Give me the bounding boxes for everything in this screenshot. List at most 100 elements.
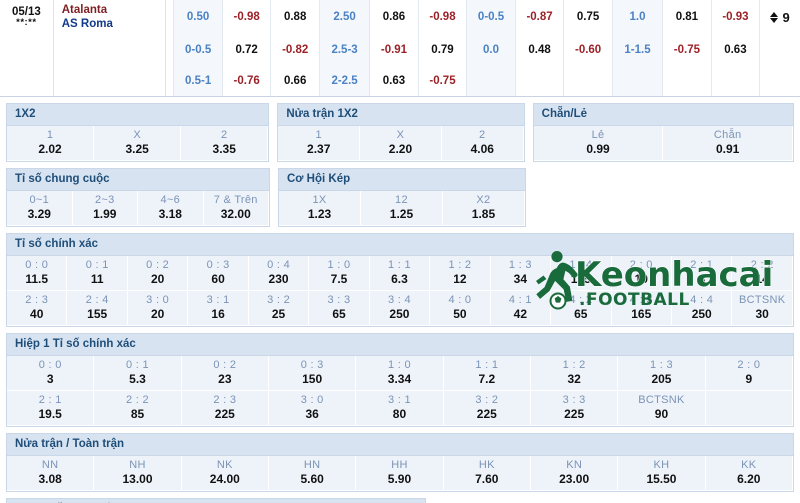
market-option[interactable]: KN 23.00 bbox=[530, 456, 619, 491]
market-option[interactable]: 4 : 4 250 bbox=[671, 291, 733, 326]
market-option[interactable]: 2 4.06 bbox=[441, 126, 524, 161]
market-option[interactable]: 4 : 2 65 bbox=[551, 291, 612, 326]
market-option[interactable]: 0 : 2 23 bbox=[181, 356, 269, 391]
half-handicap-away-odds-r2[interactable]: -0.60 bbox=[564, 34, 613, 65]
market-option[interactable]: 1 2.02 bbox=[7, 126, 95, 161]
market-option[interactable]: Lẻ 0.99 bbox=[533, 126, 664, 161]
market-option[interactable]: BCTSNK 90 bbox=[618, 391, 706, 426]
market-option[interactable]: 3 : 3 225 bbox=[530, 391, 619, 426]
market-option[interactable]: 3 : 1 16 bbox=[188, 291, 249, 326]
half-handicap-home-odds-r1[interactable]: -0.87 bbox=[515, 0, 565, 34]
handicap-away-odds-r2[interactable]: -0.82 bbox=[271, 34, 320, 65]
market-option[interactable]: 0 : 2 20 bbox=[127, 256, 189, 291]
market-option[interactable]: HN 5.60 bbox=[268, 456, 357, 491]
market-option[interactable]: 2 : 1 19.5 bbox=[7, 391, 95, 426]
market-option[interactable]: 1 : 1 6.3 bbox=[369, 256, 431, 291]
market-option[interactable]: 2 : 2 14 bbox=[732, 256, 793, 291]
match-teams[interactable]: Atalanta AS Roma bbox=[53, 0, 166, 34]
total-over-odds-r3[interactable]: 0.63 bbox=[370, 65, 419, 96]
market-option[interactable]: 0 : 4 230 bbox=[248, 256, 310, 291]
total-under-odds-r3[interactable]: -0.75 bbox=[418, 65, 468, 96]
half-handicap-line-r2[interactable]: 0.0 bbox=[467, 34, 516, 65]
half-total-line-r2[interactable]: 1-1.5 bbox=[612, 34, 664, 65]
half-total-under-odds-r1[interactable]: -0.93 bbox=[711, 0, 761, 34]
market-option[interactable]: 2 3.35 bbox=[181, 126, 269, 161]
market-option[interactable]: 3 : 0 20 bbox=[127, 291, 189, 326]
half-total-over-odds-r2[interactable]: -0.75 bbox=[663, 34, 712, 65]
market-option[interactable]: 0 : 0 11.5 bbox=[7, 256, 68, 291]
market-option[interactable]: HK 7.60 bbox=[443, 456, 531, 491]
half-handicap-home-odds-r2[interactable]: 0.48 bbox=[515, 34, 565, 65]
market-option[interactable]: 7 & Trên 32.00 bbox=[203, 191, 269, 226]
market-option[interactable]: KK 6.20 bbox=[705, 456, 793, 491]
half-handicap-home-odds-r3 bbox=[515, 65, 565, 96]
market-option[interactable]: 3 : 2 225 bbox=[443, 391, 531, 426]
market-option[interactable]: NH 13.00 bbox=[94, 456, 182, 491]
market-option[interactable]: 1X 1.23 bbox=[279, 191, 361, 226]
handicap-line-r2[interactable]: 0-0.5 bbox=[174, 34, 223, 65]
handicap-line-r3[interactable]: 0.5-1 bbox=[174, 65, 223, 96]
market-option[interactable]: 2 : 2 85 bbox=[94, 391, 182, 426]
market-option[interactable]: NN 3.08 bbox=[7, 456, 95, 491]
market-option[interactable]: 1 : 2 12 bbox=[430, 256, 491, 291]
market-option[interactable]: 1 : 3 205 bbox=[618, 356, 706, 391]
total-under-odds-r2[interactable]: 0.79 bbox=[418, 34, 468, 65]
more-markets-toggle[interactable]: 9 bbox=[760, 0, 800, 34]
total-over-odds-r2[interactable]: -0.91 bbox=[370, 34, 419, 65]
market-option[interactable]: 0 : 1 5.3 bbox=[94, 356, 182, 391]
market-option[interactable]: 0 : 1 11 bbox=[67, 256, 128, 291]
market-option[interactable]: 3 : 4 250 bbox=[369, 291, 431, 326]
half-handicap-away-odds-r1[interactable]: 0.75 bbox=[564, 0, 613, 34]
handicap-home-odds-r1[interactable]: -0.98 bbox=[222, 0, 272, 34]
market-option[interactable]: 3 : 3 65 bbox=[309, 291, 370, 326]
market-option[interactable]: 2 : 0 10 bbox=[611, 256, 672, 291]
market-option[interactable]: 2 : 3 40 bbox=[7, 291, 68, 326]
half-total-line-r1[interactable]: 1.0 bbox=[612, 0, 664, 34]
handicap-away-odds-r3[interactable]: 0.66 bbox=[271, 65, 320, 96]
market-option[interactable]: KH 15.50 bbox=[618, 456, 706, 491]
handicap-home-odds-r3[interactable]: -0.76 bbox=[222, 65, 272, 96]
market-option[interactable]: 1 : 4 135 bbox=[551, 256, 612, 291]
market-option[interactable]: 0~1 3.29 bbox=[7, 191, 73, 226]
handicap-home-odds-r2[interactable]: 0.72 bbox=[222, 34, 272, 65]
market-option[interactable]: 0 : 3 150 bbox=[268, 356, 357, 391]
market-option[interactable]: 12 1.25 bbox=[360, 191, 443, 226]
market-option[interactable]: 2 : 4 155 bbox=[67, 291, 128, 326]
market-option[interactable]: 4 : 0 50 bbox=[430, 291, 491, 326]
market-option[interactable]: 1 : 2 32 bbox=[530, 356, 619, 391]
half-total-over-odds-r1[interactable]: 0.81 bbox=[663, 0, 712, 34]
market-option[interactable]: 2 : 3 225 bbox=[181, 391, 269, 426]
market-option[interactable]: 1 : 1 7.2 bbox=[443, 356, 531, 391]
market-option[interactable]: BCTSNK 30 bbox=[732, 291, 793, 326]
market-option[interactable]: 3 : 0 36 bbox=[268, 391, 357, 426]
market-option[interactable]: 1 : 0 7.5 bbox=[309, 256, 370, 291]
market-option[interactable]: Chẵn 0.91 bbox=[663, 126, 793, 161]
half-handicap-line-r1[interactable]: 0-0.5 bbox=[467, 0, 516, 34]
market-option[interactable]: 1 : 3 34 bbox=[490, 256, 552, 291]
total-line-r2[interactable]: 2.5-3 bbox=[319, 34, 371, 65]
market-option[interactable]: 0 : 3 60 bbox=[188, 256, 249, 291]
market-option[interactable]: 4 : 3 165 bbox=[611, 291, 672, 326]
handicap-line-r1[interactable]: 0.50 bbox=[174, 0, 223, 34]
handicap-away-odds-r1[interactable]: 0.88 bbox=[271, 0, 320, 34]
total-under-odds-r1[interactable]: -0.98 bbox=[418, 0, 468, 34]
total-line-r1[interactable]: 2.50 bbox=[319, 0, 371, 34]
market-option[interactable]: 1 : 0 3.34 bbox=[356, 356, 444, 391]
market-option[interactable]: 4~6 3.18 bbox=[138, 191, 204, 226]
market-option[interactable]: 3 : 2 25 bbox=[248, 291, 310, 326]
total-over-odds-r1[interactable]: 0.86 bbox=[370, 0, 419, 34]
total-line-r3[interactable]: 2-2.5 bbox=[319, 65, 371, 96]
market-option[interactable]: 3 : 1 80 bbox=[356, 391, 444, 426]
market-option[interactable]: X 2.20 bbox=[360, 126, 442, 161]
market-option[interactable]: 4 : 1 42 bbox=[490, 291, 552, 326]
market-option[interactable]: HH 5.90 bbox=[356, 456, 444, 491]
market-option[interactable]: NK 24.00 bbox=[181, 456, 269, 491]
half-total-under-odds-r2[interactable]: 0.63 bbox=[711, 34, 761, 65]
market-option[interactable]: 1 2.37 bbox=[278, 126, 361, 161]
market-option[interactable]: X2 1.85 bbox=[442, 191, 525, 226]
market-option[interactable]: X 3.25 bbox=[94, 126, 182, 161]
market-option[interactable]: 2~3 1.99 bbox=[72, 191, 138, 226]
